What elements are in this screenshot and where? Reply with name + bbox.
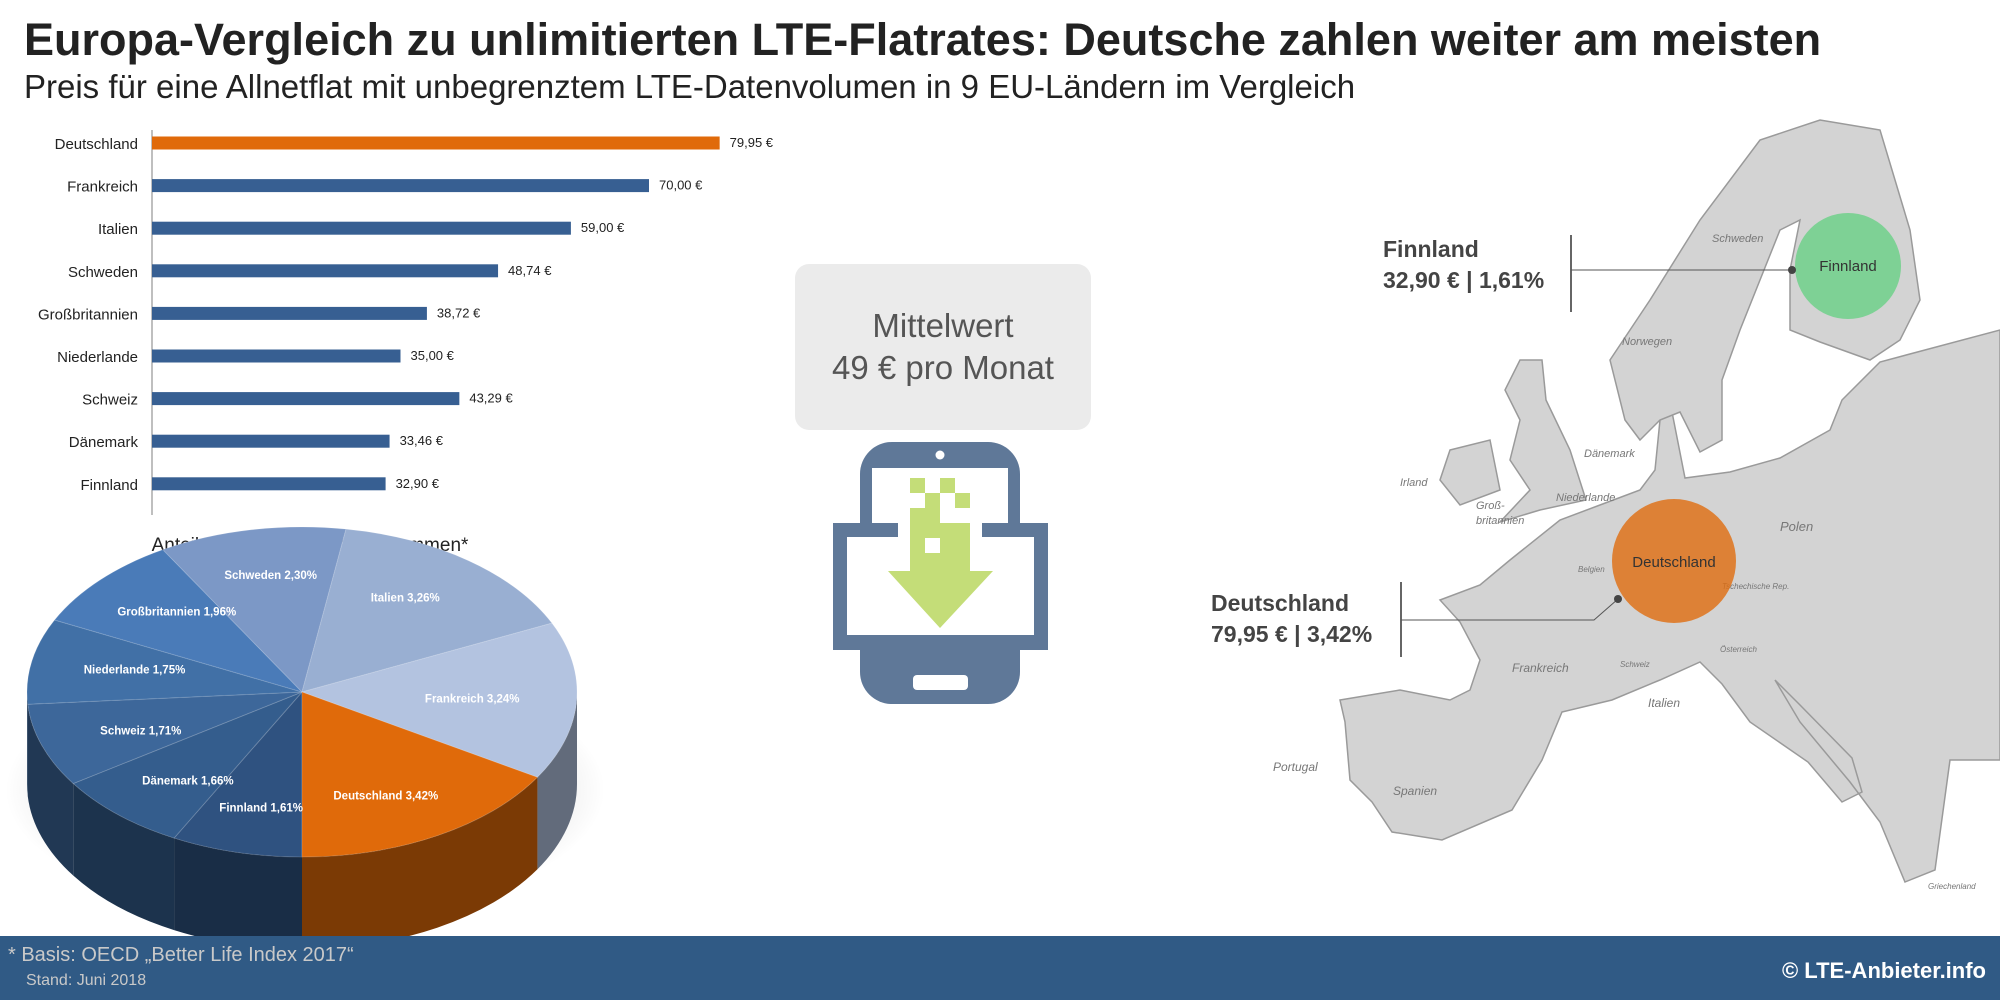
pie-slice-label: Deutschland 3,42%: [333, 790, 438, 802]
average-label: Mittelwert: [872, 307, 1014, 344]
map-label: Tschechische Rep.: [1722, 582, 1789, 591]
pie-slice-label: Finnland 1,61%: [219, 802, 303, 814]
germany-callout-name: Deutschland: [1211, 590, 1350, 616]
bar-value-label: 38,72 €: [437, 305, 481, 320]
pie-slice-label: Niederlande 1,75%: [84, 665, 186, 677]
map-label: Österreich: [1720, 645, 1757, 654]
map-label: Dänemark: [1584, 448, 1635, 460]
bar-category-label: Niederlande: [57, 349, 138, 366]
page-subtitle: Preis für eine Allnetflat mit unbegrenzt…: [24, 68, 1356, 105]
bar-category-label: Schweden: [68, 264, 138, 281]
bar-category-label: Großbritannien: [38, 306, 138, 323]
map-label: Niederlande: [1556, 492, 1615, 504]
map-great-britain: [1497, 359, 1587, 524]
finland-callout-name: Finnland: [1383, 236, 1479, 262]
bar-category-label: Deutschland: [55, 136, 138, 153]
footer-date: Stand: Juni 2018: [26, 972, 147, 989]
bar-großbritannien: [152, 306, 427, 320]
pie-slice-finnland: [173, 690, 303, 858]
pie-slice-dänemark: [72, 691, 303, 839]
page-title: Europa-Vergleich zu unlimitierten LTE-Fl…: [24, 14, 1822, 65]
finland-dot: [1788, 266, 1796, 274]
bar-category-label: Italien: [98, 221, 138, 238]
tablet-download-icon: [833, 442, 1048, 704]
pie-side-niederlande: [27, 692, 28, 797]
map-country-labels: Schweden Norwegen Dänemark Irland Groß- …: [1273, 233, 1976, 891]
average-box: Mittelwert 49 € pro Monat: [795, 264, 1091, 430]
pie-slice-label: Schweiz 1,71%: [100, 726, 181, 738]
germany-callout: Deutschland 79,95 € | 3,42%: [1211, 588, 1372, 650]
bar-value-label: 43,29 €: [469, 391, 513, 406]
bar-schweden: [152, 264, 499, 278]
map-label: Italien: [1648, 696, 1680, 710]
pie-side-finnland: [174, 838, 302, 949]
pie-slice-deutschland: [301, 691, 539, 858]
germany-dot: [1614, 595, 1622, 603]
map-label: Spanien: [1393, 784, 1437, 798]
bar-value-label: 32,90 €: [396, 476, 440, 491]
footer: * Basis: OECD „Better Life Index 2017“ S…: [0, 936, 2000, 1000]
germany-circle-label: Deutschland: [1632, 554, 1715, 571]
pie-side-deutschland: [302, 777, 538, 949]
pie-chart: Finnland 1,61% Dänemark 1,66% Schweiz 1,71…: [5, 526, 605, 949]
map-label: Schweiz: [1620, 660, 1650, 669]
bar-category-label: Schweiz: [82, 392, 138, 409]
bar-category-label: Dänemark: [69, 434, 139, 451]
map-label: britannien: [1476, 515, 1524, 527]
bar-value-label: 59,00 €: [581, 220, 625, 235]
average-value: 49 € pro Monat: [832, 349, 1054, 386]
pie-slice-label: Italien 3,26%: [371, 592, 440, 604]
bar-italien: [152, 221, 571, 235]
bar-niederlande: [152, 349, 401, 363]
germany-marker[interactable]: [1612, 499, 1736, 623]
map-label: Norwegen: [1622, 336, 1672, 348]
finland-callout-values: 32,90 € | 1,61%: [1383, 267, 1545, 293]
map-label: Groß-: [1476, 500, 1505, 512]
bar-deutschland: [152, 136, 720, 150]
map-label: Frankreich: [1512, 661, 1569, 675]
pie-slice-label: Schweden 2,30%: [224, 570, 317, 582]
bar-value-label: 48,74 €: [508, 263, 552, 278]
germany-leader-line: [1401, 598, 1619, 621]
bar-value-label: 33,46 €: [400, 433, 444, 448]
pie-slice-niederlande: [26, 619, 303, 705]
bar-value-label: 70,00 €: [659, 178, 703, 193]
map-label: Polen: [1780, 519, 1813, 534]
finland-circle-label: Finnland: [1819, 258, 1877, 275]
pie-slice-schweiz: [27, 691, 303, 785]
bar-finnland: [152, 477, 386, 491]
pie-slice-label: Dänemark 1,66%: [142, 775, 233, 787]
pie-side-frankreich: [537, 692, 577, 870]
pie-side-schweiz: [27, 704, 74, 876]
pie-slice-großbritannien: [53, 549, 304, 694]
finland-marker[interactable]: [1795, 213, 1901, 319]
map-label: Belgien: [1578, 565, 1605, 574]
map-label: Portugal: [1273, 760, 1318, 774]
finland-callout: Finnland 32,90 € | 1,61%: [1383, 234, 1544, 296]
germany-callout-values: 79,95 € | 3,42%: [1211, 621, 1373, 647]
footer-copyright-link[interactable]: © LTE-Anbieter.info: [1781, 958, 1986, 983]
pie-slice-label: Frankreich 3,24%: [425, 694, 520, 706]
bar-value-label: 79,95 €: [730, 135, 774, 150]
bar-category-label: Finnland: [80, 477, 138, 494]
bar-value-label: 35,00 €: [411, 348, 455, 363]
map-ireland: [1439, 439, 1501, 506]
pie-slice-schweden: [161, 526, 347, 693]
pie-side-dänemark: [73, 783, 175, 931]
footer-source: * Basis: OECD „Better Life Index 2017“: [8, 944, 354, 966]
pie-slice-label: Großbritannien 1,96%: [117, 606, 236, 618]
bar-category-label: Frankreich: [67, 179, 138, 196]
pie-slice-frankreich: [300, 622, 578, 778]
bar-frankreich: [152, 179, 649, 193]
bar-chart: Deutschland 79,95 € Frankreich 70,00 € Itali…: [38, 130, 774, 515]
map-label: Griechenland: [1928, 882, 1976, 891]
bar-schweiz: [152, 392, 460, 406]
map-scandinavia: [1609, 119, 1921, 454]
map-label: Irland: [1400, 477, 1428, 489]
map-label: Schweden: [1712, 233, 1763, 245]
pie-slice-italien: [301, 528, 553, 693]
bar-dänemark: [152, 434, 390, 448]
